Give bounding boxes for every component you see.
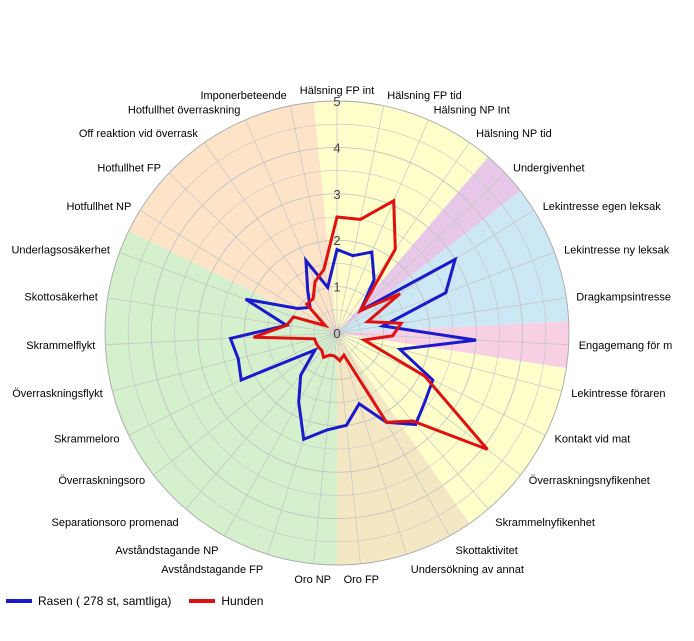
grid-spoke-20 <box>153 332 338 476</box>
category-label-28: Off reaktion vid överrask <box>79 128 199 140</box>
tick-label-4: 4 <box>333 140 340 155</box>
radar-grid <box>104 100 570 566</box>
category-label-12: Skrammelnyfikenhet <box>495 517 595 529</box>
grid-spoke-7 <box>336 297 567 334</box>
category-label-9: Lekintresse föraren <box>571 388 665 400</box>
series-line-rasen <box>228 247 477 442</box>
grid-spoke-16 <box>313 332 338 564</box>
grid-spoke-17 <box>267 332 338 555</box>
grid-spoke-4 <box>336 172 506 334</box>
category-label-30: Imponerbeteende <box>200 90 286 102</box>
grid-spoke-3 <box>336 142 470 334</box>
grid-spoke-10 <box>336 332 546 436</box>
grid-spoke-14 <box>336 332 407 555</box>
category-label-4: Undergivenhet <box>513 163 585 175</box>
grid-spoke-19 <box>185 332 338 510</box>
category-label-17: Avståndstagande FP <box>161 564 263 576</box>
category-label-16: Oro NP <box>294 574 331 586</box>
category-label-27: Hotfullhet FP <box>97 163 161 175</box>
data-series <box>228 198 489 451</box>
radial-tick-labels: 0 1 2 3 4 5 <box>333 94 340 341</box>
category-label-13: Skottaktivitet <box>456 545 518 557</box>
grid-spoke-23 <box>105 332 338 346</box>
category-label-6: Lekintresse ny leksak <box>564 245 670 257</box>
category-label-2: Hälsning NP Int <box>434 105 510 117</box>
grid-spoke-24 <box>107 297 338 334</box>
category-label-7: Dragkampsintresse <box>576 292 671 304</box>
legend-swatch-hunden <box>189 599 216 603</box>
grid-spoke-21 <box>128 332 338 436</box>
category-label-18: Avståndstagande NP <box>115 545 218 557</box>
category-label-1: Hälsning FP tid <box>387 90 461 102</box>
grid-spoke-26 <box>139 209 338 334</box>
sector-5 <box>337 333 470 565</box>
grid-spoke-30 <box>289 105 338 334</box>
category-label-21: Skrammeloro <box>54 434 119 446</box>
grid-spoke-15 <box>336 332 361 564</box>
category-label-3: Hälsning NP tid <box>476 128 552 140</box>
grid-spoke-13 <box>336 332 450 537</box>
tick-label-2: 2 <box>333 233 340 248</box>
category-label-29: Hotfullhet överraskning <box>128 105 241 117</box>
legend: Rasen ( 278 st, samtliga) Hunden <box>6 594 281 608</box>
tick-label-3: 3 <box>333 187 340 202</box>
sector-0 <box>313 101 489 334</box>
series-line-hunden <box>253 198 489 451</box>
tick-label-5: 5 <box>333 94 340 109</box>
grid-spoke-28 <box>204 142 338 334</box>
category-label-14: Undersökning av annat <box>411 564 524 576</box>
category-label-15: Oro FP <box>344 574 379 586</box>
category-label-20: Överraskningsoro <box>58 475 145 487</box>
tick-label-1: 1 <box>333 280 340 295</box>
category-labels: Hälsning FP int Hälsning FP tid Hälsning N… <box>11 85 672 586</box>
grid-spoke-11 <box>336 332 521 476</box>
category-label-23: Skrammelflykt <box>26 340 95 352</box>
category-label-5: Lekintresse egen leksak <box>543 201 662 213</box>
category-label-11: Överraskningsnyfikenhet <box>529 475 650 487</box>
legend-swatch-rasen <box>6 599 32 603</box>
category-label-22: Överraskningsflykt <box>12 388 102 400</box>
legend-item-rasen: Rasen ( 278 st, samtliga) <box>6 594 171 608</box>
category-label-25: Underlagsosäkerhet <box>11 245 109 257</box>
category-label-8: Engagemang för m <box>579 340 673 352</box>
category-label-24: Skottosäkerhet <box>24 292 97 304</box>
grid-spoke-9 <box>336 332 562 392</box>
sector-7 <box>128 102 337 334</box>
category-label-26: Hotfullhet NP <box>66 201 131 213</box>
grid-spoke-29 <box>245 119 338 334</box>
category-label-10: Kontakt vid mat <box>555 434 631 446</box>
grid-spoke-22 <box>112 332 338 392</box>
grid-spoke-18 <box>224 332 338 537</box>
legend-label-hunden: Hunden <box>221 594 264 608</box>
grid-spoke-8 <box>336 332 569 346</box>
legend-label-rasen: Rasen ( 278 st, samtliga) <box>38 594 172 608</box>
grid-spoke-2 <box>336 119 429 334</box>
tick-label-0: 0 <box>333 326 340 341</box>
sector-6 <box>104 230 337 565</box>
sector-4 <box>337 333 567 524</box>
legend-item-hunden: Hunden <box>189 594 263 608</box>
category-label-0: Hälsning FP int <box>300 85 374 97</box>
category-label-19: Separationsoro promenad <box>51 517 178 529</box>
